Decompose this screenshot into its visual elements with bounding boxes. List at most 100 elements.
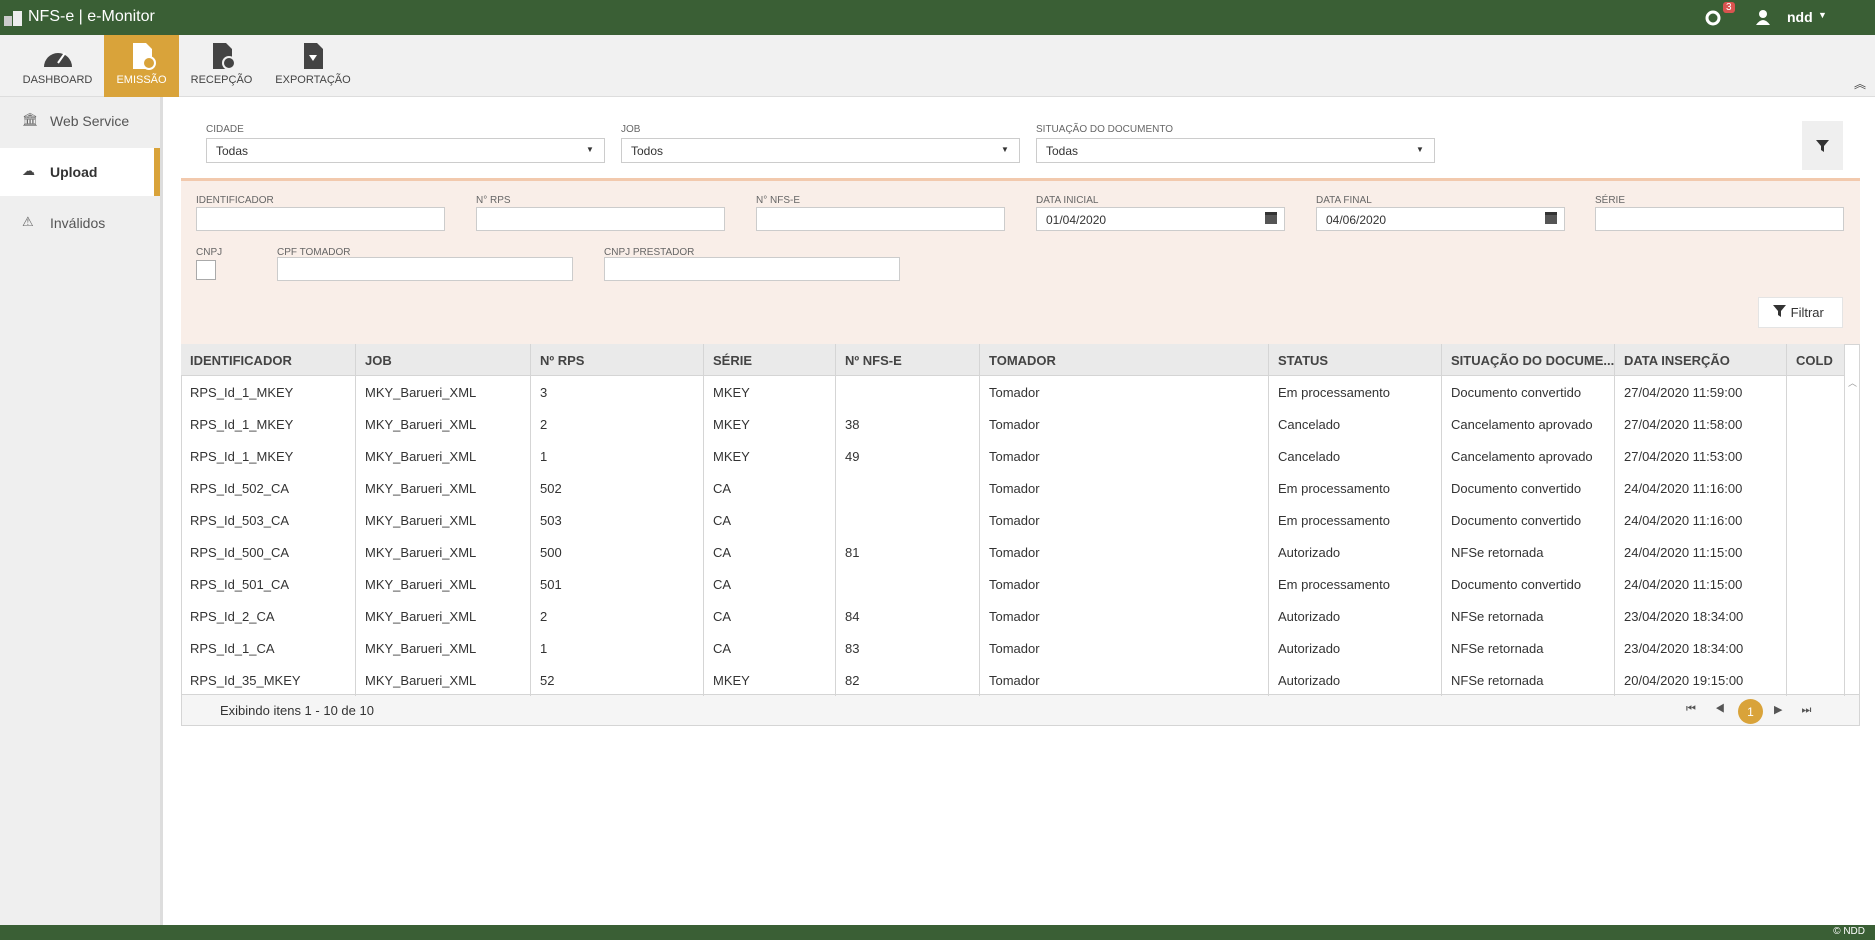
table-cell: MKY_Barueri_XML	[356, 536, 531, 568]
column-header[interactable]: IDENTIFICADOR	[181, 344, 356, 376]
table-cell: 27/04/2020 11:58:00	[1615, 408, 1787, 440]
field-label: DATA INICIAL	[1036, 195, 1098, 206]
table-cell: CA	[704, 568, 836, 600]
logo	[4, 8, 24, 28]
cnpj-prestador-input[interactable]	[604, 257, 900, 281]
upload-icon: ☁	[22, 163, 35, 179]
badge: 3	[1723, 2, 1735, 13]
table-cell: 81	[836, 536, 980, 568]
calendar-icon	[1545, 212, 1557, 224]
field-label: CNPJ	[196, 247, 222, 258]
table-cell: Em processamento	[1269, 504, 1442, 536]
column-header[interactable]: Nº NFS-E	[836, 344, 980, 376]
column-header[interactable]: SÉRIE	[704, 344, 836, 376]
table-cell	[1787, 568, 1845, 600]
column-header[interactable]: COLD	[1787, 344, 1845, 376]
text-input[interactable]	[476, 207, 725, 231]
collapse[interactable]: ︽	[1854, 75, 1866, 92]
table-cell: CA	[704, 600, 836, 632]
table-cell: 2	[531, 600, 704, 632]
table-cell: RPS_Id_1_MKEY	[181, 376, 356, 408]
text-input[interactable]: 04/06/2020	[1316, 207, 1565, 231]
sidebar: Web Service Upload Inválidos 🏛 ☁ ⚠	[0, 97, 163, 925]
toolbar-label: DASHBOARD	[20, 74, 95, 86]
top-bar: NFS-e | e-Monitor 3 ndd ▼	[0, 0, 1875, 35]
table-footer	[181, 694, 1860, 726]
filter-label: SITUAÇÃO DO DOCUMENTO	[1036, 124, 1173, 135]
label: Upload	[50, 164, 97, 180]
user-menu[interactable]: ndd	[1787, 9, 1813, 25]
table-cell: RPS_Id_501_CA	[181, 568, 356, 600]
column-header[interactable]: Nº RPS	[531, 344, 704, 376]
field-label: N° RPS	[476, 195, 511, 206]
select[interactable]: Todas	[206, 138, 605, 163]
caret: ▼	[1416, 145, 1424, 154]
table-cell	[836, 568, 980, 600]
scrollbar: ︿	[1845, 376, 1860, 694]
table-cell: 24/04/2020 11:16:00	[1615, 472, 1787, 504]
table-cell: Autorizado	[1269, 600, 1442, 632]
label: Web Service	[50, 113, 129, 129]
table-cell: MKY_Barueri_XML	[356, 568, 531, 600]
cpf-input[interactable]	[277, 257, 573, 281]
table-cell: NFSe retornada	[1442, 600, 1615, 632]
table-cell: 23/04/2020 18:34:00	[1615, 600, 1787, 632]
column-header[interactable]: JOB	[356, 344, 531, 376]
settings-icon[interactable]	[1704, 9, 1724, 27]
dashboard-icon	[41, 41, 75, 71]
filter-button[interactable]: Filtrar	[1758, 297, 1843, 328]
table-cell: MKY_Barueri_XML	[356, 472, 531, 504]
table-cell: Tomador	[980, 536, 1269, 568]
table-cell: RPS_Id_1_MKEY	[181, 440, 356, 472]
table-cell: 52	[531, 664, 704, 696]
table-cell: CA	[704, 632, 836, 664]
table-cell: CA	[704, 536, 836, 568]
bank-icon: 🏛	[22, 112, 39, 128]
app-title: NFS-e | e-Monitor	[28, 8, 155, 26]
toolbar-item[interactable]: EMISSÃO	[104, 35, 179, 97]
bottom-bar: © NDD	[0, 925, 1875, 940]
text-input[interactable]	[1595, 207, 1844, 231]
table-cell: 503	[531, 504, 704, 536]
toolbar-label: EMISSÃO	[104, 74, 179, 86]
text-input[interactable]	[756, 207, 1005, 231]
field-label: N° NFS-E	[756, 195, 800, 206]
table-cell: MKEY	[704, 376, 836, 408]
column-header[interactable]: TOMADOR	[980, 344, 1269, 376]
pager-nav[interactable]: ⏮ ◀	[1686, 703, 1725, 716]
toolbar-item[interactable]: DASHBOARD	[20, 35, 95, 97]
table-cell: Autorizado	[1269, 632, 1442, 664]
table-cell: Autorizado	[1269, 536, 1442, 568]
table-cell: MKY_Barueri_XML	[356, 504, 531, 536]
table-cell: 2	[531, 408, 704, 440]
table-cell	[1787, 376, 1845, 408]
cnpj-checkbox[interactable]	[196, 260, 216, 280]
table-cell: Em processamento	[1269, 472, 1442, 504]
select[interactable]: Todos	[621, 138, 1020, 163]
calendar-icon	[1265, 212, 1277, 224]
table-cell: 82	[836, 664, 980, 696]
recepcao-icon	[205, 41, 239, 71]
page-current[interactable]: 1	[1738, 699, 1763, 724]
table-cell	[836, 504, 980, 536]
table-cell: 84	[836, 600, 980, 632]
table-cell: 20/04/2020 19:15:00	[1615, 664, 1787, 696]
table-cell: 1	[531, 632, 704, 664]
pager-nav[interactable]: ▶ ⏭	[1774, 703, 1811, 717]
filter-toggle[interactable]	[1802, 121, 1843, 170]
column-header[interactable]: DATA INSERÇÃO	[1615, 344, 1787, 376]
column-header[interactable]: STATUS	[1269, 344, 1442, 376]
select[interactable]: Todas	[1036, 138, 1435, 163]
table-cell: Tomador	[980, 440, 1269, 472]
field-label: SÉRIE	[1595, 195, 1625, 206]
table-cell: Autorizado	[1269, 664, 1442, 696]
toolbar-item[interactable]: RECEPÇÃO	[184, 35, 259, 97]
table-cell: CA	[704, 504, 836, 536]
column-header[interactable]: SITUAÇÃO DO DOCUME...	[1442, 344, 1615, 376]
text-input[interactable]: 01/04/2020	[1036, 207, 1285, 231]
table-cell: Tomador	[980, 504, 1269, 536]
text-input[interactable]	[196, 207, 445, 231]
table-cell: MKEY	[704, 440, 836, 472]
toolbar-item[interactable]: EXPORTAÇÃO	[273, 35, 353, 97]
table-cell: Tomador	[980, 632, 1269, 664]
